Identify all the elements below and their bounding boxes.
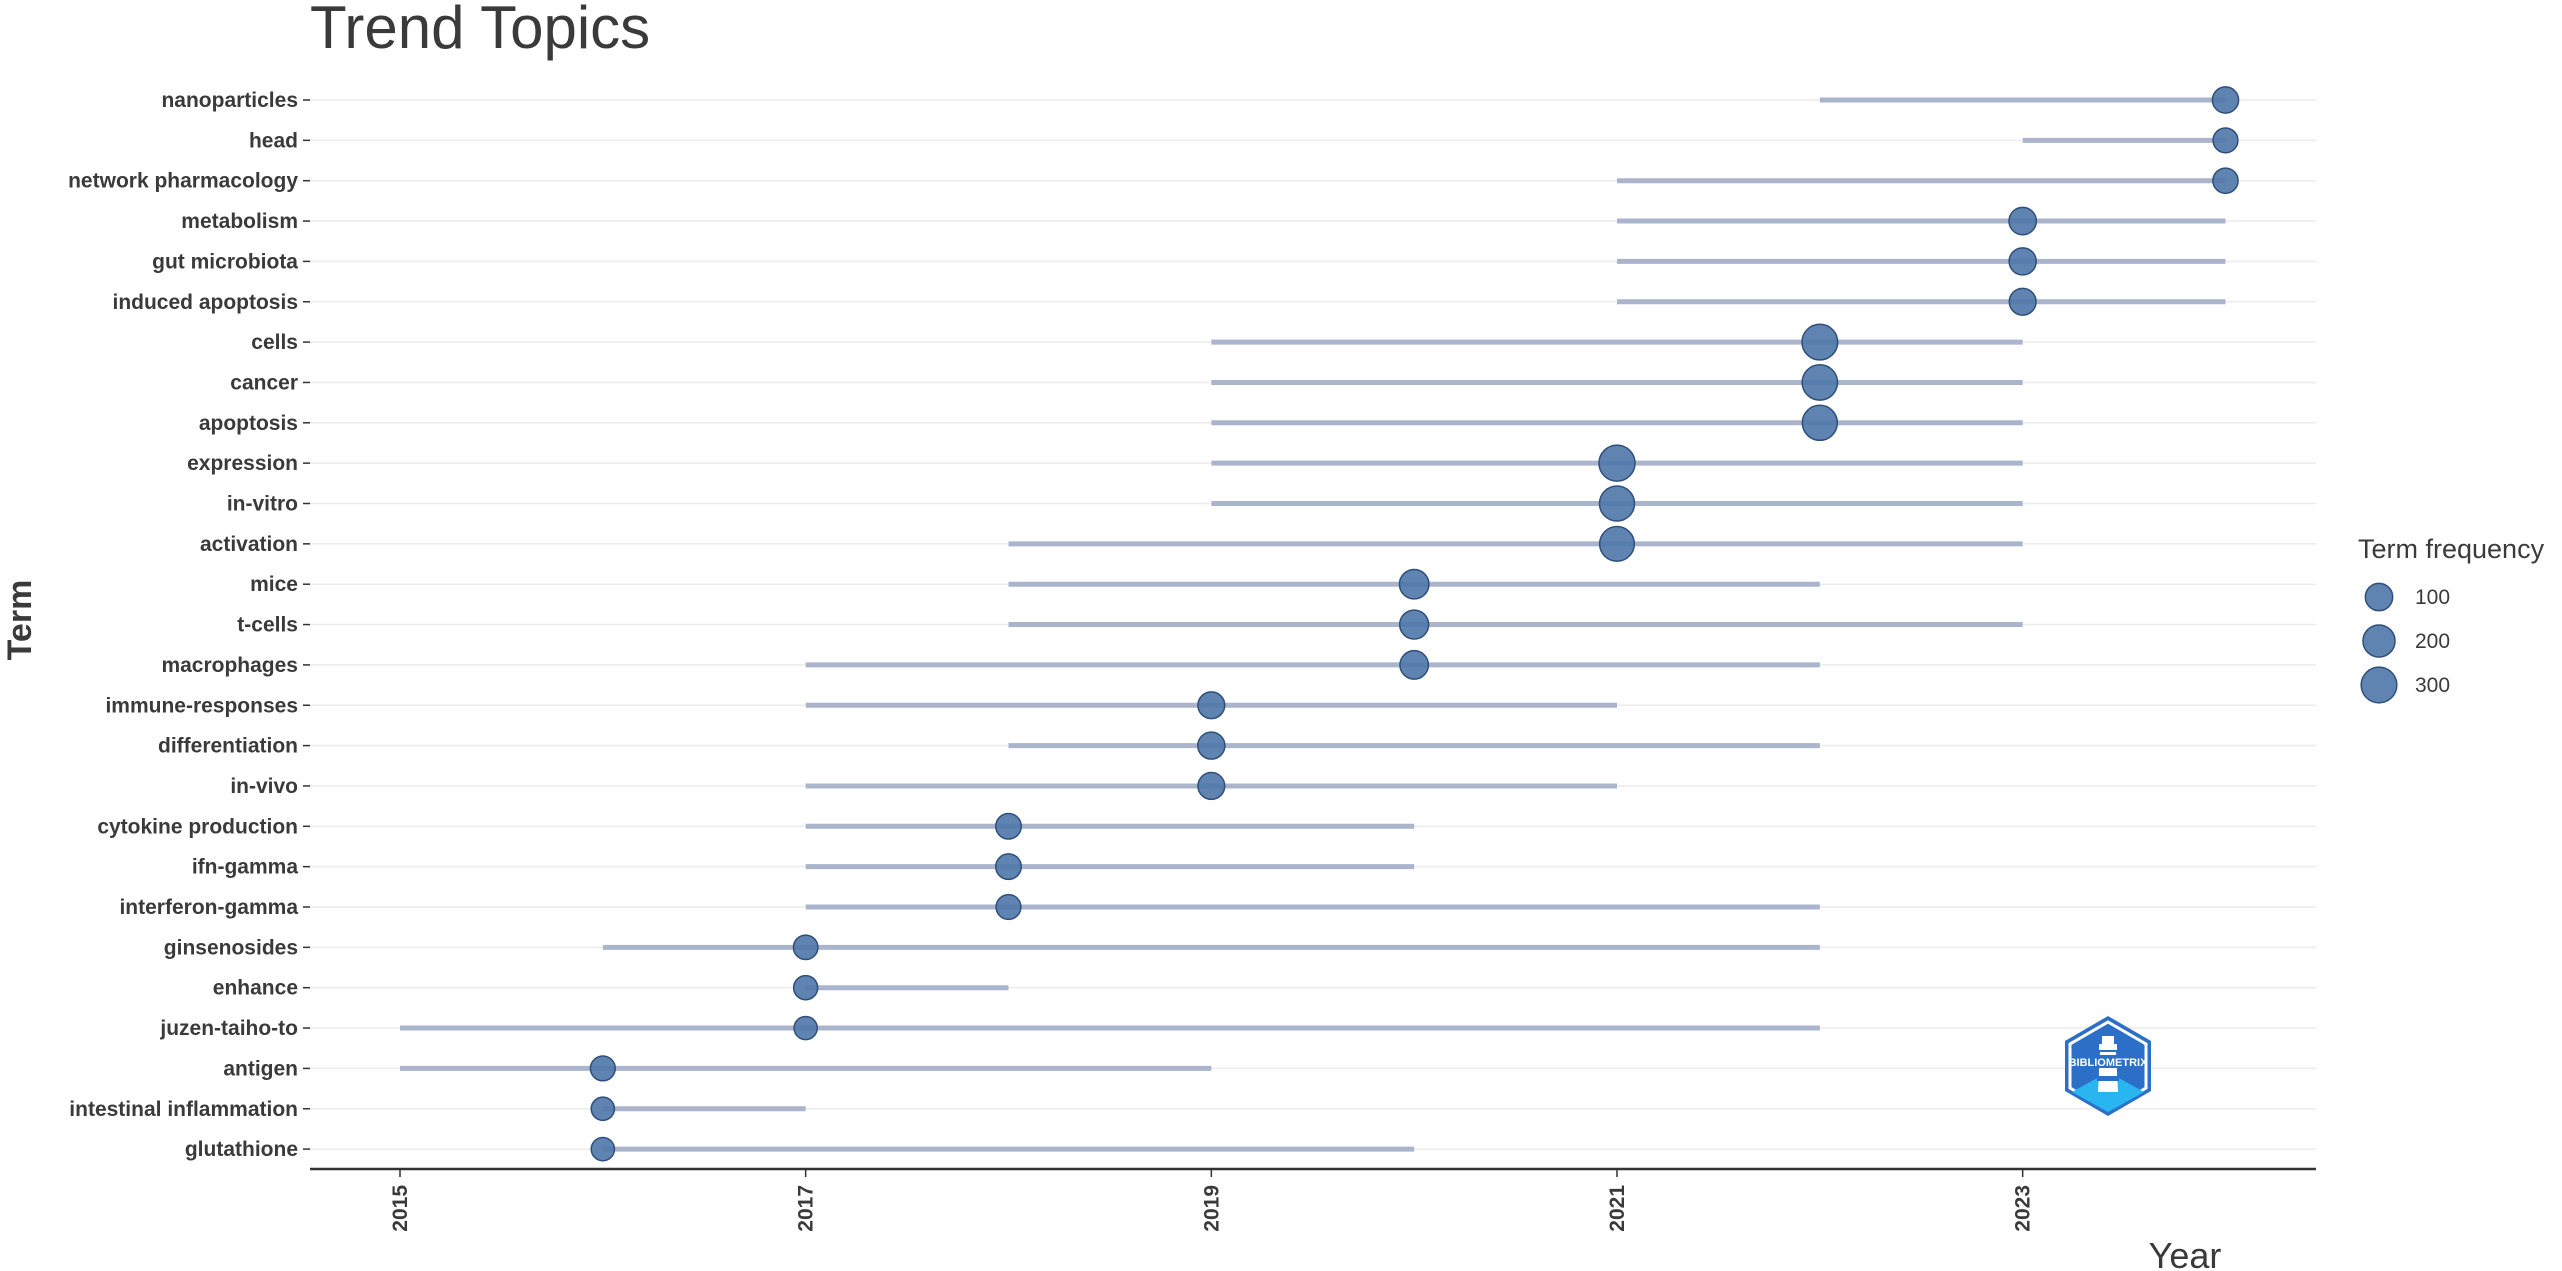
legend-title: Term frequency (2358, 534, 2545, 564)
term-label: glutathione (185, 1138, 298, 1161)
term-point (994, 853, 1023, 881)
term-point (2008, 287, 2037, 316)
term-label: immune-responses (105, 694, 298, 717)
term-label: apoptosis (199, 412, 298, 435)
term-label: cancer (230, 371, 298, 394)
legend-key (2360, 666, 2398, 704)
term-point (1197, 731, 1226, 760)
term-point (792, 974, 819, 1001)
term-label: antigen (223, 1057, 298, 1080)
term-point (1197, 771, 1226, 801)
term-point (994, 812, 1023, 840)
term-label: ginsenosides (164, 936, 298, 959)
term-point (590, 1096, 616, 1122)
y-tick-labels: nanoparticles head network pharmacology met… (68, 89, 298, 1161)
term-point (792, 934, 819, 961)
term-label: head (249, 129, 298, 152)
term-label: intestinal inflammation (69, 1098, 298, 1121)
term-point (1598, 485, 1636, 522)
x-tick-label: 2021 (1606, 1185, 1629, 1232)
legend-label: 100 (2415, 586, 2450, 609)
term-point (793, 1015, 819, 1041)
term-point (2212, 167, 2239, 195)
term-label: in-vitro (227, 493, 298, 516)
y-ticks (303, 99, 310, 1150)
term-point (1598, 525, 1636, 562)
term-label: mice (250, 573, 298, 596)
logo-text: BIBLIOMETRIX (2069, 1057, 2148, 1069)
term-point (590, 1136, 616, 1162)
term-label: activation (200, 533, 298, 556)
term-label: differentiation (158, 735, 298, 758)
term-label: in-vivo (230, 775, 298, 798)
x-tick-label: 2015 (389, 1185, 412, 1232)
legend: Term frequency 100 200 300 (2358, 534, 2545, 704)
term-label: metabolism (181, 210, 298, 233)
term-label: ifn-gamma (192, 856, 299, 879)
x-tick-label: 2017 (795, 1185, 818, 1232)
term-label: cytokine production (97, 815, 298, 838)
term-point (1598, 444, 1636, 482)
term-point (2211, 86, 2240, 114)
term-label: gut microbiota (152, 250, 298, 273)
term-label: enhance (213, 977, 298, 1000)
term-label: cells (251, 331, 298, 354)
term-point (2212, 127, 2239, 154)
term-label: expression (187, 452, 298, 475)
legend-label: 300 (2415, 674, 2450, 697)
term-point (589, 1055, 616, 1082)
x-axis-title: Year (2149, 1235, 2222, 1271)
term-point (2008, 206, 2038, 236)
term-point (1398, 568, 1430, 600)
term-label: macrophages (161, 654, 298, 677)
legend-key (2362, 624, 2396, 658)
chart-title: Trend Topics (310, 0, 650, 61)
term-label: interferon-gamma (119, 896, 298, 919)
bibliometrix-logo: BIBLIOMETRIX (2065, 1016, 2151, 1116)
term-point (1801, 404, 1839, 442)
term-point (2008, 247, 2037, 276)
term-point (1398, 609, 1430, 640)
x-tick-label: 2019 (1200, 1185, 1223, 1232)
term-points (589, 86, 2240, 1162)
term-point (1801, 364, 1839, 401)
term-label: induced apoptosis (112, 291, 298, 314)
term-point (1801, 323, 1839, 361)
term-point (1399, 649, 1430, 680)
x-ticks: 2015 2017 2019 2021 2023 (389, 1169, 2035, 1232)
term-ranges (400, 97, 2226, 1152)
legend-label: 200 (2415, 630, 2450, 653)
x-tick-label: 2023 (2012, 1185, 2035, 1232)
term-label: juzen-taiho-to (159, 1017, 298, 1040)
term-point (995, 893, 1022, 921)
legend-key (2364, 582, 2394, 612)
term-label: network pharmacology (68, 170, 298, 193)
term-label: t-cells (237, 614, 298, 637)
term-label: nanoparticles (161, 89, 298, 112)
y-axis-title: Term (1, 580, 39, 661)
term-point (1197, 691, 1226, 720)
legend-items: 100 200 300 (2360, 582, 2450, 704)
